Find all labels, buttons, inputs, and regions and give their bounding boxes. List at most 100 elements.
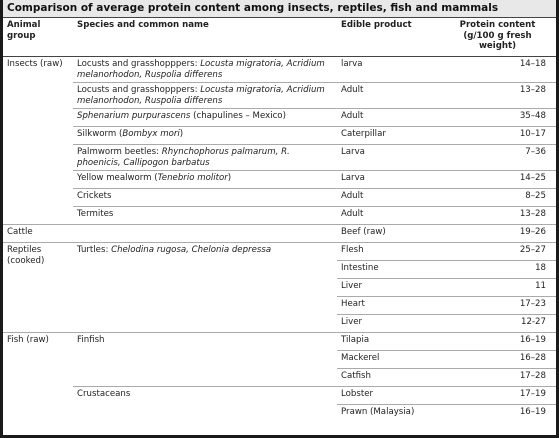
latin-name: Locusta migratoria, Acridium melanorhodo… bbox=[77, 59, 325, 80]
product-cell: Prawn (Malaysia) bbox=[337, 404, 445, 422]
common-name: Yellow mealworm ( bbox=[77, 173, 158, 183]
product-cell: Liver bbox=[337, 278, 445, 297]
protein-cell: 16–19 bbox=[445, 404, 556, 422]
product-cell: Adult bbox=[337, 108, 445, 127]
row: Insects (raw) Locusts and grasshopppers: … bbox=[3, 57, 556, 83]
protein-cell: 14–25 bbox=[445, 170, 556, 189]
protein-cell: 14–18 bbox=[519, 59, 546, 69]
product-cell: Intestine bbox=[337, 260, 445, 279]
group-cell: Cattle bbox=[3, 224, 73, 243]
row: Heart 17–23 bbox=[3, 296, 556, 315]
common-name: (chapulines – Mexico) bbox=[190, 111, 286, 121]
page: Comparison of average protein content am… bbox=[3, 0, 556, 435]
product-cell: Caterpillar bbox=[337, 126, 445, 145]
protein-cell: 7–36 bbox=[445, 144, 556, 171]
species-cell: Crickets bbox=[73, 188, 337, 207]
row: Reptiles (cooked) Turtles: Chelodina rugo… bbox=[3, 242, 556, 333]
product-cell: Lobster bbox=[337, 386, 445, 405]
protein-cell: 10–17 bbox=[445, 126, 556, 145]
species-cell: Turtles: Chelodina rugosa, Chelonia depr… bbox=[73, 242, 337, 333]
group-cell: Fish (raw) bbox=[3, 332, 73, 422]
protein-cell: 17–19 bbox=[445, 386, 556, 405]
product-cell: Catfish bbox=[337, 368, 445, 387]
common-name: Crickets bbox=[77, 191, 112, 201]
species-cell: Palmworm beetles: Rhynchophorus palmarum… bbox=[73, 144, 337, 171]
latin-name: Chelodina rugosa, Chelonia depressa bbox=[111, 245, 272, 255]
protein-cell: 17–23 bbox=[445, 296, 556, 315]
latin-name: Rhynchophorus palmarum, R. phoenicis, Ca… bbox=[77, 147, 290, 168]
header-cell: Edible product bbox=[337, 17, 445, 57]
row: Palmworm beetles: Rhynchophorus palmarum… bbox=[3, 144, 556, 171]
species-cell: Yellow mealworm (Tenebrio molitor) bbox=[73, 170, 337, 189]
header-cell: Animal group bbox=[3, 17, 73, 57]
row: Crustaceans Lobster 17–19 bbox=[3, 386, 556, 422]
group-cell: Reptiles (cooked) bbox=[3, 242, 73, 333]
species-cell bbox=[73, 224, 337, 243]
protein-cell: 13–28 bbox=[445, 206, 556, 225]
product-cell: Adult bbox=[337, 188, 445, 207]
species-cell: Locusts and grasshopppers: Locusta migra… bbox=[73, 82, 337, 109]
product-cell: Flesh bbox=[337, 242, 445, 261]
product-cell: Beef (raw) bbox=[337, 224, 445, 243]
row: Mackerel 16–28 bbox=[3, 350, 556, 369]
row: Locusts and grasshopppers: Locusta migra… bbox=[3, 82, 556, 109]
common-name: Locusts and grasshopppers: bbox=[77, 85, 201, 95]
protein-cell: 35–48 bbox=[445, 108, 556, 127]
row: Cattle Beef (raw) 19–26 bbox=[3, 224, 556, 243]
header-cell: Protein content (g/100 g fresh weight) bbox=[445, 17, 556, 57]
common-name: ) bbox=[179, 129, 184, 139]
common-name: Silkworm ( bbox=[77, 129, 123, 139]
species-cell: Crustaceans bbox=[73, 386, 337, 422]
latin-name: Bombyx mori bbox=[122, 129, 180, 139]
row: Silkworm (Bombyx mori) Caterpillar 10–17 bbox=[3, 126, 556, 145]
header-cell: Species and common name bbox=[73, 17, 337, 57]
species-cell: Silkworm (Bombyx mori) bbox=[73, 126, 337, 145]
latin-name: Sphenarium purpurascens bbox=[77, 111, 191, 121]
product-cell: Liver bbox=[337, 314, 445, 333]
row: Crickets Adult 8–25 bbox=[3, 188, 556, 207]
product-cell: Adult bbox=[337, 82, 445, 109]
latin-name: Locusta migratoria, Acridium melanorhodo… bbox=[77, 85, 325, 106]
common-name: Crustaceans bbox=[77, 389, 131, 399]
protein-cell: 25–27 bbox=[445, 242, 556, 261]
species-cell: Locusts and grasshopppers: Locusta migra… bbox=[73, 57, 337, 83]
common-name: Turtles: bbox=[77, 245, 112, 255]
common-name: Finfish bbox=[77, 335, 105, 345]
protein-cell: 12-27 bbox=[445, 314, 556, 333]
species-cell: Termites bbox=[73, 206, 337, 225]
row: Sphenarium purpurascens (chapulines – Me… bbox=[3, 108, 556, 127]
row: Fish (raw) Finfish Tilapia 16–19 bbox=[3, 332, 556, 422]
row: Termites Adult 13–28 bbox=[3, 206, 556, 225]
species-cell: Sphenarium purpurascens (chapulines – Me… bbox=[73, 108, 337, 127]
latin-name: Tenebrio molitor bbox=[157, 173, 228, 183]
header-row: Animal group Species and common name Edi… bbox=[3, 17, 556, 57]
protein-cell: 8–25 bbox=[445, 188, 556, 207]
protein-cell: 11 bbox=[445, 278, 556, 297]
protein-cell: 16–28 bbox=[445, 350, 556, 369]
product-cell: Heart bbox=[337, 296, 445, 315]
row: Yellow mealworm (Tenebrio molitor) Larva 1… bbox=[3, 170, 556, 189]
row: Liver 12-27 bbox=[3, 314, 556, 333]
product-cell: Larva bbox=[337, 144, 445, 171]
common-name: Termites bbox=[77, 209, 114, 219]
product-cell: Adult bbox=[337, 206, 445, 225]
row: Prawn (Malaysia) 16–19 bbox=[3, 404, 556, 422]
row: Liver 11 bbox=[3, 278, 556, 297]
protein-cell: 17–28 bbox=[445, 368, 556, 387]
protein-cell: 13–28 bbox=[445, 82, 556, 109]
table-body: Animal group Species and common name Edi… bbox=[3, 17, 556, 422]
row: Catfish 17–28 bbox=[3, 368, 556, 387]
product-cell: larva bbox=[341, 59, 363, 69]
protein-cell: 16–19 bbox=[445, 332, 556, 351]
title: Comparison of average protein content am… bbox=[3, 0, 556, 17]
product-cell: Mackerel bbox=[337, 350, 445, 369]
common-name: Locusts and grasshopppers: bbox=[77, 59, 201, 69]
protein-cell: 19–26 bbox=[445, 224, 556, 243]
group-cell: Insects (raw) bbox=[7, 59, 63, 69]
common-name: Palmworm beetles: bbox=[77, 147, 162, 157]
row: Intestine 18 bbox=[3, 260, 556, 279]
product-cell: Larva bbox=[337, 170, 445, 189]
protein-cell: 18 bbox=[445, 260, 556, 279]
common-name: ) bbox=[227, 173, 232, 183]
product-cell: Tilapia bbox=[337, 332, 445, 351]
